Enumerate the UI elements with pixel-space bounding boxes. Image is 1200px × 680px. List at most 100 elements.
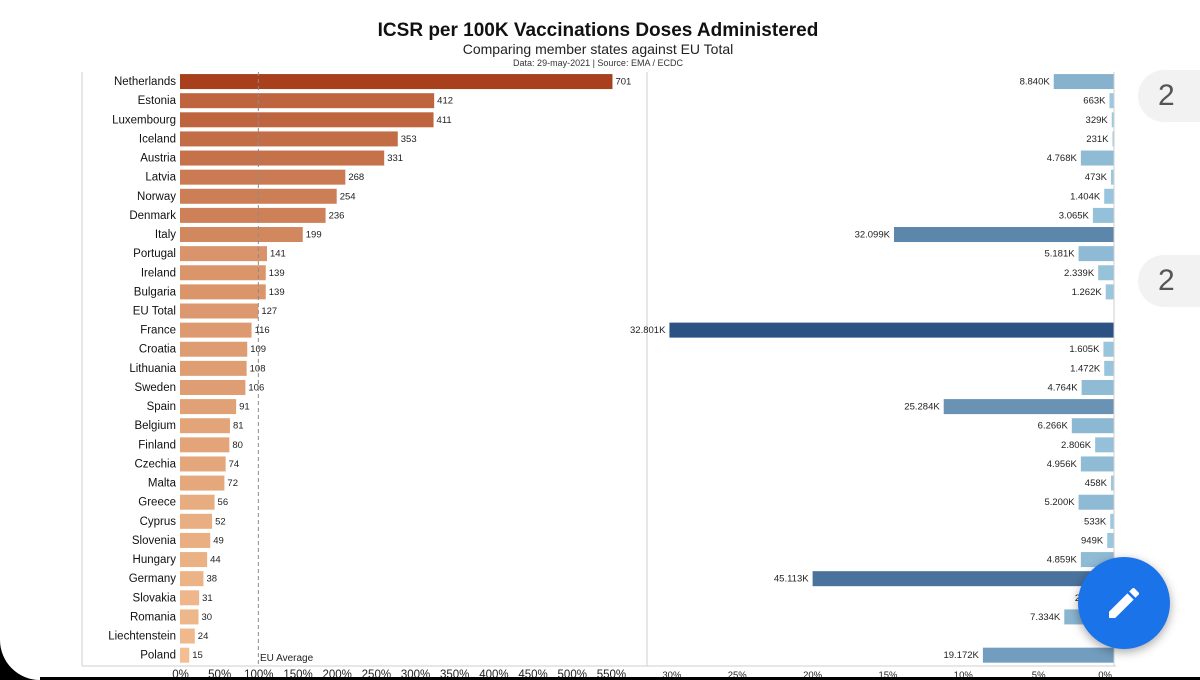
bar-value-label: 74: [229, 459, 240, 470]
bar-value-label: 15: [192, 650, 203, 661]
category-label: Luxembourg: [112, 114, 176, 126]
bar-value-label: 72: [227, 478, 238, 489]
bar: [180, 513, 213, 529]
category-label: Slovenia: [132, 535, 177, 547]
bar: [180, 360, 247, 376]
category-label: Italy: [155, 229, 176, 241]
bar: [180, 609, 199, 625]
x-tick-label: 50%: [208, 669, 231, 680]
right-x-tick-label: 25%: [728, 670, 748, 680]
category-label: EU Total: [133, 306, 176, 318]
right-x-tick-label: 15%: [878, 670, 898, 680]
right-bar: [1104, 360, 1114, 376]
bar-value-label: 411: [437, 115, 452, 126]
category-label: Czechia: [134, 458, 176, 470]
edit-fab-button[interactable]: [1078, 557, 1170, 649]
right-bar: [1080, 150, 1114, 166]
right-bar-label: 533K: [1084, 516, 1107, 527]
bar-value-label: 38: [206, 574, 217, 585]
bar-value-label: 52: [215, 516, 226, 527]
bar-value-label: 139: [269, 287, 285, 298]
right-x-tick-label: 20%: [803, 670, 823, 680]
right-bar-label: 1.262K: [1072, 287, 1103, 298]
left-panel: Netherlands 701 Estonia 412 Luxembourg 411 Ice…: [81, 72, 1116, 680]
screen-corner: [0, 640, 40, 680]
category-label: Spain: [147, 401, 176, 413]
bar: [180, 647, 190, 663]
bar-value-label: 56: [218, 497, 229, 508]
category-label: Romania: [130, 611, 177, 623]
right-bar-label: 3.065K: [1059, 210, 1090, 221]
bar: [180, 131, 398, 147]
right-bar: [1111, 112, 1114, 128]
right-bar: [1098, 265, 1114, 281]
category-label: Iceland: [139, 133, 176, 145]
right-bar: [669, 322, 1114, 338]
right-bar: [1109, 93, 1114, 109]
bar-value-label: 81: [233, 421, 244, 432]
bar: [180, 303, 259, 319]
bar: [180, 150, 385, 166]
right-bar-label: 7.334K: [1030, 612, 1061, 623]
x-tick-label: 300%: [401, 669, 430, 680]
right-bar-label: 2.806K: [1061, 440, 1092, 451]
x-tick-label: 550%: [597, 669, 626, 680]
category-label: Malta: [148, 478, 177, 490]
bar-value-label: 44: [210, 555, 221, 566]
bar: [180, 227, 303, 243]
category-label: Latvia: [145, 172, 176, 184]
eu-average-label: EU Average: [260, 653, 314, 664]
bar: [180, 169, 346, 185]
right-bar: [1110, 169, 1114, 185]
right-bar-label: 45.113K: [774, 574, 809, 585]
bar: [180, 437, 230, 453]
bar-value-label: 236: [329, 210, 345, 221]
right-bar: [1053, 74, 1114, 90]
bar: [180, 399, 237, 415]
right-bar: [893, 227, 1114, 243]
right-bar: [1104, 188, 1114, 204]
bar-value-label: 331: [387, 153, 403, 164]
right-bar-label: 2.339K: [1064, 268, 1095, 279]
right-bar-label: 4.859K: [1047, 555, 1078, 566]
right-bar: [1080, 456, 1114, 472]
bar: [180, 379, 246, 395]
x-tick-label: 400%: [479, 669, 508, 680]
bar-value-label: 254: [340, 191, 356, 202]
right-bar: [982, 647, 1114, 663]
bar-value-label: 106: [248, 382, 264, 393]
x-tick-label: 100%: [244, 669, 273, 680]
category-label: Greece: [138, 497, 176, 509]
bar: [180, 571, 204, 587]
bar-value-label: 268: [348, 172, 364, 183]
category-label: Portugal: [133, 248, 176, 260]
right-panel: 8.840K 663K 329K 231K 4.768K 473K 1.404K 3.065K…: [630, 72, 1115, 680]
right-bar-label: 4.768K: [1047, 153, 1078, 164]
chart-subtitle: Comparing member states against EU Total: [463, 41, 734, 57]
bar: [180, 207, 326, 223]
category-label: Cyprus: [140, 516, 177, 528]
right-bar: [943, 399, 1114, 415]
side-pill-1[interactable]: 2: [1138, 70, 1200, 122]
right-bar-label: 5.200K: [1044, 497, 1075, 508]
right-bar-label: 1.472K: [1070, 363, 1101, 374]
side-pill-2[interactable]: 2: [1138, 255, 1200, 307]
category-label: Germany: [129, 573, 177, 585]
right-x-tick-label: 0%: [1098, 670, 1112, 680]
chart-title: ICSR per 100K Vaccinations Doses Adminis…: [378, 20, 819, 41]
bar-value-label: 49: [213, 535, 224, 546]
bar: [180, 246, 267, 262]
category-label: Belgium: [134, 420, 176, 432]
bar: [180, 532, 211, 548]
x-tick-label: 0%: [172, 669, 189, 680]
category-label: Estonia: [138, 95, 177, 107]
bar: [180, 265, 266, 281]
bar-value-label: 30: [202, 612, 213, 623]
right-bar: [1110, 513, 1114, 529]
right-bar-label: 32.099K: [855, 230, 891, 241]
bar: [180, 552, 208, 568]
category-label: Finland: [138, 439, 176, 451]
right-x-tick-label: 5%: [1032, 670, 1046, 680]
bar: [180, 284, 266, 300]
